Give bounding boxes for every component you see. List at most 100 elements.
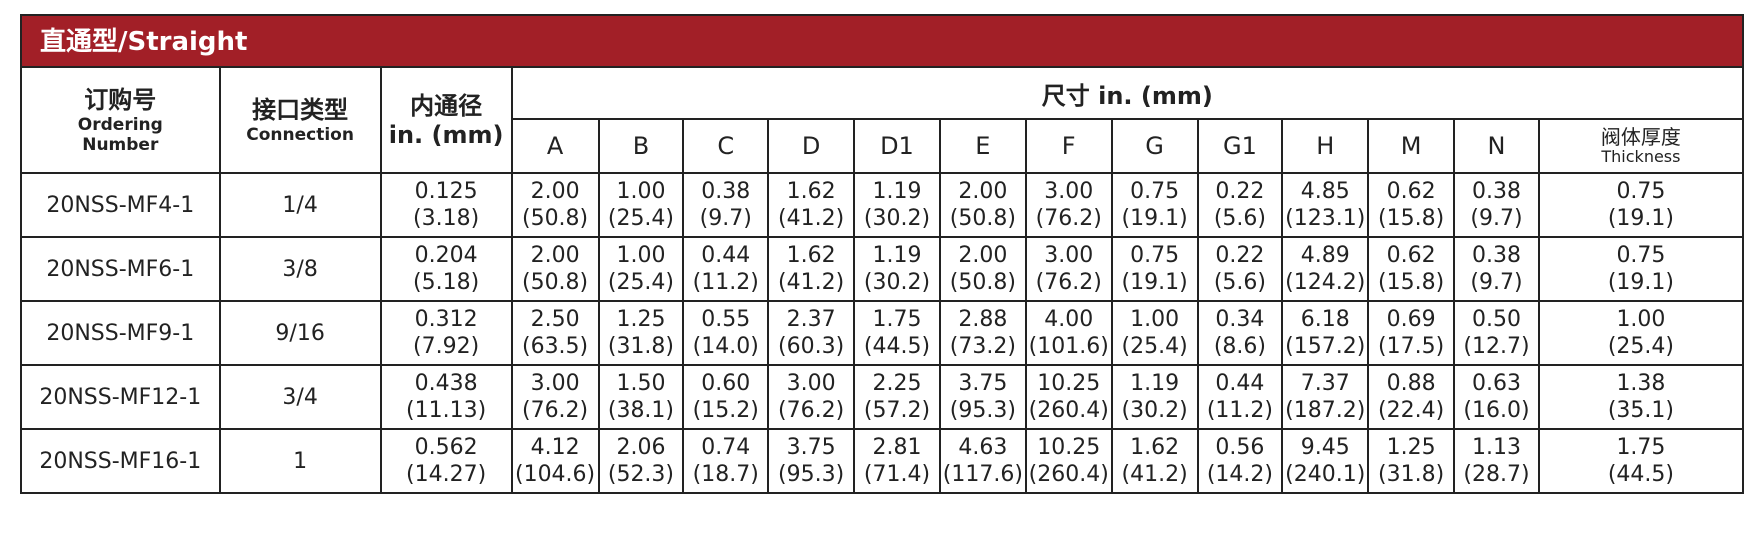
value-inch: 1.62 (786, 243, 836, 268)
ordering-number-cell: 20NSS-MF9-1 (20, 300, 221, 366)
connection-en-label: Connection (246, 125, 354, 145)
value-inch: 0.55 (701, 307, 751, 332)
dim-cell-g: 1.62 (41.2) (1110, 428, 1199, 494)
ordering-number-cell: 20NSS-MF6-1 (20, 236, 221, 302)
value-inch: 1.62 (786, 179, 836, 204)
dim-cell-b: 1.00 (25.4) (597, 236, 685, 302)
connection-cell: 9/16 (218, 300, 382, 366)
value-inch: 0.125 (414, 179, 478, 204)
value-mm: (157.2) (1285, 334, 1366, 359)
dim-cell-a: 3.00 (76.2) (510, 364, 600, 430)
value-mm: (28.7) (1463, 462, 1530, 487)
value-inch: 3.00 (786, 371, 836, 396)
dim-cell-g: 1.00 (25.4) (1110, 300, 1199, 366)
dim-cell-b: 1.25 (31.8) (597, 300, 685, 366)
value-mm: (41.2) (778, 270, 845, 295)
col-header-f: F (1024, 118, 1113, 174)
value-mm: (41.2) (778, 206, 845, 231)
dim-cell-a: 2.00 (50.8) (510, 172, 600, 238)
value-inch: 1.00 (1616, 307, 1666, 332)
dim-cell-g: 0.75 (19.1) (1110, 236, 1199, 302)
bore-cn-label: 内通径 (410, 92, 483, 120)
value-inch: 0.38 (1471, 243, 1521, 268)
dim-cell-e: 4.63 (117.6) (938, 428, 1027, 494)
dim-cell-f: 4.00 (101.6) (1024, 300, 1113, 366)
value-mm: (30.2) (863, 206, 931, 231)
value-mm: (31.8) (607, 334, 675, 359)
value-inch: 1.19 (872, 179, 922, 204)
value-inch: 2.00 (530, 179, 580, 204)
header-bore: 内通径 in. (mm) (379, 66, 513, 174)
value-mm: (38.1) (607, 398, 675, 423)
value-mm: (15.8) (1378, 206, 1445, 231)
value-mm: (5.6) (1213, 270, 1266, 295)
value-mm: (117.6) (942, 462, 1023, 487)
value-inch: 0.69 (1386, 307, 1436, 332)
value-mm: (63.5) (521, 334, 589, 359)
value-inch: 1.62 (1130, 435, 1180, 460)
dim-cell-d: 3.00 (76.2) (767, 364, 856, 430)
value-inch: 2.00 (958, 243, 1008, 268)
value-inch: 1.19 (872, 243, 922, 268)
dim-cell-c: 0.60 (15.2) (682, 364, 770, 430)
dim-cell-c: 0.44 (11.2) (682, 236, 770, 302)
dim-cell-d1: 1.19 (30.2) (853, 172, 941, 238)
col-header-n: N (1453, 118, 1540, 174)
header-ordering-number: 订购号 Ordering Number (20, 66, 221, 174)
value-inch: 0.44 (701, 243, 751, 268)
ordering-number-cell: 20NSS-MF16-1 (20, 428, 221, 494)
dim-cell-n: 0.38 (9.7) (1453, 172, 1540, 238)
value-mm: (44.5) (1607, 462, 1674, 487)
dim-cell-h: 7.37 (187.2) (1281, 364, 1370, 430)
col-header-h: H (1281, 118, 1370, 174)
ordering-en-label-2: Number (82, 135, 159, 155)
value-inch: 4.89 (1300, 243, 1350, 268)
dim-cell-m: 0.62 (15.8) (1367, 172, 1456, 238)
dim-cell-g1: 0.44 (11.2) (1196, 364, 1284, 430)
value-inch: 0.60 (701, 371, 751, 396)
value-mm: (14.0) (692, 334, 759, 359)
value-inch: 2.00 (530, 243, 580, 268)
ordering-en-label-1: Ordering (77, 115, 163, 135)
bore-cell: 0.312 (7.92) (379, 300, 513, 366)
col-header-g1: G1 (1196, 118, 1284, 174)
value-inch: 3.75 (786, 435, 836, 460)
dim-cell-d1: 1.19 (30.2) (853, 236, 941, 302)
dim-cell-d1: 2.81 (71.4) (853, 428, 941, 494)
col-header-thickness: 阀体厚度 Thickness (1537, 118, 1745, 174)
dim-cell-n: 1.13 (28.7) (1453, 428, 1540, 494)
thickness-cell: 1.00 (25.4) (1537, 300, 1745, 366)
dim-cell-n: 0.50 (12.7) (1453, 300, 1540, 366)
value-inch: 3.00 (1044, 179, 1094, 204)
value-mm: (52.3) (607, 462, 675, 487)
dim-cell-g: 0.75 (19.1) (1110, 172, 1199, 238)
value-mm: (3.18) (413, 206, 480, 231)
value-mm: (19.1) (1121, 206, 1188, 231)
value-inch: 0.38 (701, 179, 751, 204)
value-inch: 0.204 (414, 243, 478, 268)
value-mm: (9.7) (1470, 206, 1523, 231)
value-mm: (14.27) (406, 462, 487, 487)
value-mm: (11.2) (1206, 398, 1273, 423)
value-inch: 0.74 (701, 435, 751, 460)
dim-cell-f: 10.25 (260.4) (1024, 364, 1113, 430)
connection-cell: 1 (218, 428, 382, 494)
value-mm: (104.6) (514, 462, 596, 487)
dim-cell-c: 0.38 (9.7) (682, 172, 770, 238)
value-inch: 0.438 (414, 371, 478, 396)
dim-cell-d: 1.62 (41.2) (767, 172, 856, 238)
value-mm: (16.0) (1463, 398, 1530, 423)
connection-cell: 3/8 (218, 236, 382, 302)
thickness-cell: 0.75 (19.1) (1537, 172, 1745, 238)
section-title: 直通型/Straight (20, 14, 1744, 66)
bore-cell: 0.125 (3.18) (379, 172, 513, 238)
dim-cell-f: 3.00 (76.2) (1024, 236, 1113, 302)
dim-cell-d1: 1.75 (44.5) (853, 300, 941, 366)
value-inch: 0.62 (1386, 179, 1436, 204)
dim-cell-e: 2.88 (73.2) (938, 300, 1027, 366)
value-inch: 3.00 (530, 371, 580, 396)
value-mm: (50.8) (521, 270, 589, 295)
value-mm: (95.3) (949, 398, 1016, 423)
value-mm: (9.7) (1470, 270, 1523, 295)
dim-cell-e: 2.00 (50.8) (938, 172, 1027, 238)
